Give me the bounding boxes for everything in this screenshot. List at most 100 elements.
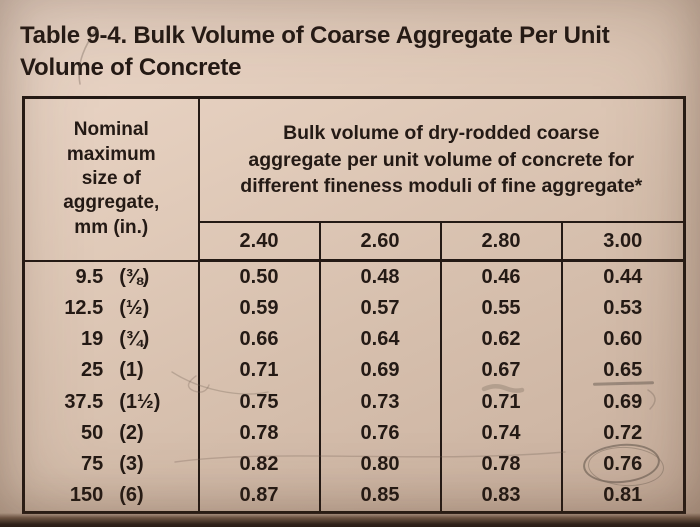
bulk-volume-value: 0.50 xyxy=(239,266,279,289)
col1-header: Nominal maximum size of aggregate, mm (i… xyxy=(22,96,200,262)
fineness-modulus-header: 2.60 xyxy=(318,221,442,262)
value-cell: 0.80 xyxy=(318,448,442,480)
size-mm: 150 xyxy=(69,483,104,506)
table-row: 25 (1) 0.71 0.69 0.67 0.65 xyxy=(22,355,686,387)
size-in: (3) xyxy=(119,452,144,475)
size-cell: 25 (1) xyxy=(22,355,200,387)
value-cell: 0.87 xyxy=(197,479,321,513)
bulk-volume-value-underlined: 0.65 xyxy=(603,359,643,382)
size-cell: 9.5 (⅜) xyxy=(22,260,200,294)
col1-header-line: aggregate, xyxy=(63,192,160,214)
bulk-volume-value: 0.81 xyxy=(603,483,643,506)
bulk-volume-value: 0.71 xyxy=(239,359,279,382)
table-row: 75 (3) 0.82 0.80 0.78 0.76 xyxy=(22,448,686,480)
table-body: 9.5 (⅜) 0.50 0.48 0.46 0.44 12.5 (½) 0.59 0.57 0.5… xyxy=(22,260,686,513)
value-cell: 0.65 xyxy=(560,355,686,387)
size-mm: 12.5 xyxy=(64,297,104,320)
value-cell: 0.44 xyxy=(560,260,686,294)
bulk-volume-value: 0.62 xyxy=(481,328,521,351)
value-cell: 0.71 xyxy=(439,386,563,418)
size-mm: 75 xyxy=(81,452,104,475)
bulk-volume-value: 0.69 xyxy=(603,390,643,413)
bulk-volume-value: 0.82 xyxy=(239,452,279,475)
value-cell: 0.64 xyxy=(318,324,442,356)
fineness-modulus-header: 3.00 xyxy=(560,221,686,262)
value-cell: 0.46 xyxy=(439,260,563,294)
value-cell: 0.74 xyxy=(439,417,563,449)
table-row: 37.5 (1½) 0.75 0.73 0.71 0.69 xyxy=(22,386,686,418)
bulk-volume-value: 0.74 xyxy=(481,421,521,444)
bulk-volume-value: 0.57 xyxy=(360,297,400,320)
value-cell: 0.62 xyxy=(439,324,563,356)
value-cell: 0.71 xyxy=(197,355,321,387)
value-cell: 0.85 xyxy=(318,479,442,513)
col1-header-line: size of xyxy=(81,168,141,190)
bulk-volume-value: 0.83 xyxy=(481,483,521,506)
size-cell: 150 (6) xyxy=(22,479,200,513)
bulk-volume-value: 0.66 xyxy=(239,328,279,351)
size-cell: 75 (3) xyxy=(22,448,200,480)
photo-bottom-edge xyxy=(0,513,700,527)
bulk-volume-value: 0.73 xyxy=(360,390,400,413)
span-header-line: different fineness moduli of fine aggreg… xyxy=(240,175,643,198)
value-cell: 0.48 xyxy=(318,260,442,294)
span-header-line: aggregate per unit volume of concrete fo… xyxy=(248,148,635,171)
size-in: (1½) xyxy=(119,390,161,413)
page-title-line2: Volume of Concrete xyxy=(20,53,242,81)
value-cell: 0.53 xyxy=(560,293,686,325)
value-cell: 0.78 xyxy=(439,448,563,480)
bulk-volume-value: 0.76 xyxy=(360,421,400,444)
value-cell: 0.81 xyxy=(560,479,686,513)
value-cell: 0.78 xyxy=(197,417,321,449)
bulk-volume-value: 0.64 xyxy=(360,328,400,351)
table-row: 150 (6) 0.87 0.85 0.83 0.81 xyxy=(22,479,686,513)
size-cell: 37.5 (1½) xyxy=(22,386,200,418)
header-row-2: 2.40 2.60 2.80 3.00 xyxy=(24,221,686,262)
size-mm: 9.5 xyxy=(75,265,104,288)
value-cell: 0.83 xyxy=(439,479,563,513)
size-in: (1) xyxy=(119,359,144,382)
size-in: (¾) xyxy=(119,328,150,351)
header-row-1: Nominal maximum size of aggregate, mm (i… xyxy=(22,96,686,262)
col1-header-line: maximum xyxy=(66,143,156,165)
table-row: 12.5 (½) 0.59 0.57 0.55 0.53 xyxy=(22,293,686,325)
size-in: (⅜) xyxy=(119,265,150,288)
value-cell: 0.55 xyxy=(439,293,563,325)
bulk-volume-value: 0.85 xyxy=(360,483,400,506)
value-cell: 0.59 xyxy=(197,293,321,325)
value-cell: 0.69 xyxy=(318,355,442,387)
col1-header-line: mm (in.) xyxy=(74,216,149,238)
page-title: Table 9-4. Bulk Volume of Coarse Aggrega… xyxy=(20,20,690,83)
bulk-volume-value: 0.60 xyxy=(603,328,643,351)
value-cell: 0.76 xyxy=(318,417,442,449)
value-cell: 0.76 xyxy=(560,448,686,480)
value-cell: 0.67 xyxy=(439,355,563,387)
bulk-volume-value: 0.67 xyxy=(481,359,521,382)
bulk-volume-value: 0.71 xyxy=(481,390,521,413)
value-cell: 0.69 xyxy=(560,386,686,418)
bulk-volume-value: 0.78 xyxy=(481,452,521,475)
size-mm: 37.5 xyxy=(64,390,104,413)
size-cell: 50 (2) xyxy=(22,417,200,449)
bulk-volume-value: 0.72 xyxy=(603,421,643,444)
bulk-volume-value: 0.46 xyxy=(481,266,521,289)
page-title-line1: Table 9-4. Bulk Volume of Coarse Aggrega… xyxy=(20,22,610,49)
value-cell: 0.57 xyxy=(318,293,442,325)
table-row: 9.5 (⅜) 0.50 0.48 0.46 0.44 xyxy=(22,260,686,294)
span-header: Bulk volume of dry-rodded coarse aggrega… xyxy=(197,96,686,223)
bulk-volume-value: 0.59 xyxy=(239,297,279,320)
span-header-line: Bulk volume of dry-rodded coarse xyxy=(283,122,600,145)
size-cell: 12.5 (½) xyxy=(22,293,200,325)
size-in: (6) xyxy=(119,483,144,506)
size-mm: 50 xyxy=(81,421,104,444)
value-cell: 0.60 xyxy=(560,324,686,356)
fineness-modulus-header: 2.80 xyxy=(439,221,563,262)
table-row: 19 (¾) 0.66 0.64 0.62 0.60 xyxy=(22,324,686,356)
bulk-volume-value: 0.69 xyxy=(360,359,400,382)
bulk-volume-value: 0.48 xyxy=(360,266,400,289)
size-in: (½) xyxy=(119,297,150,320)
value-cell: 0.73 xyxy=(318,386,442,418)
bulk-volume-value: 0.75 xyxy=(239,390,279,413)
bulk-volume-value: 0.44 xyxy=(603,266,643,289)
